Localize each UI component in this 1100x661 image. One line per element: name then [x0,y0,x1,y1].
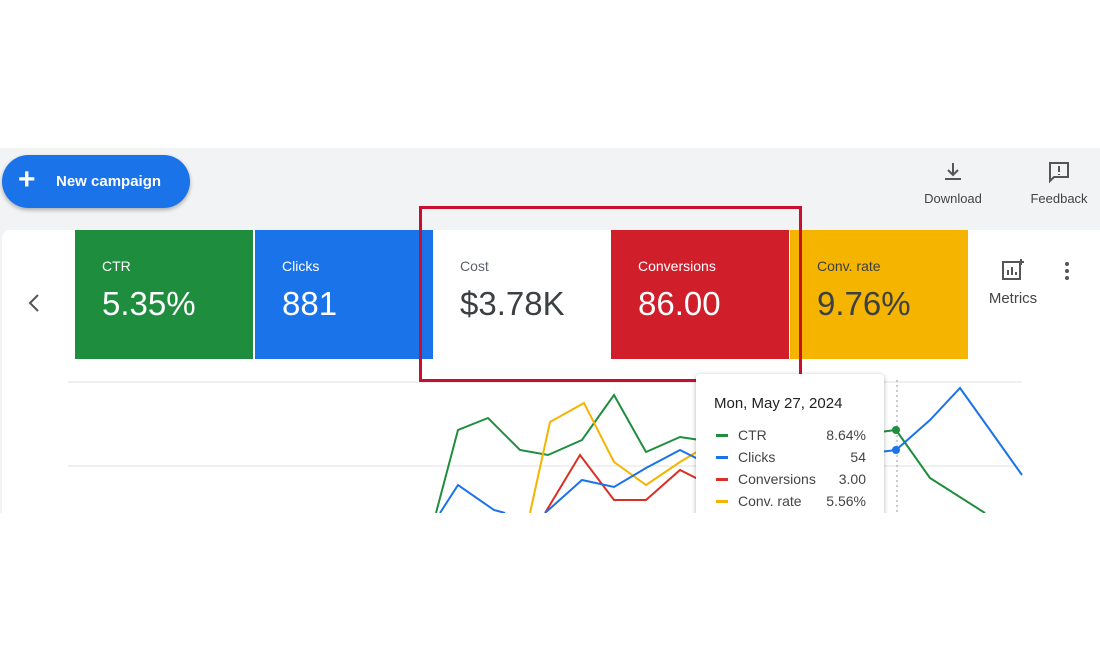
scorecard[interactable]: CTR 5.35% [75,230,253,359]
more-menu[interactable] [1060,260,1074,282]
page-bottom [0,513,1100,661]
feedback-icon [1049,162,1069,184]
prev-arrow[interactable] [28,294,39,312]
tooltip-value: 8.64% [826,427,866,443]
feedback-label: Feedback [1030,191,1088,206]
scorecard[interactable]: Cost $3.78K [433,230,611,359]
scorecard[interactable]: Clicks 881 [255,230,433,359]
clicks-line [439,483,506,513]
scorecard-label: CTR [102,258,131,274]
clicks-line [879,386,1023,476]
hover-dot [892,446,900,454]
tooltip: Mon, May 27, 2024 CTR 8.64% Clicks 54 Conv… [696,374,884,524]
scorecard-value: 5.35% [102,285,196,322]
tooltip-name: Clicks [738,449,776,465]
feedback-button[interactable]: Feedback [1022,160,1096,206]
download-button[interactable]: Download [915,160,991,206]
tooltip-value: 54 [850,449,866,465]
hover-dot [892,426,900,434]
scorecard-label: Conversions [638,258,716,274]
new-campaign-label: New campaign [56,173,162,190]
ctr-line [435,393,701,513]
metrics-button[interactable]: Metrics [985,258,1041,307]
conv-rate-line [529,401,701,513]
tooltip-name: CTR [738,427,767,443]
metrics-icon [1002,259,1024,280]
download-icon [945,163,961,180]
scorecard-label: Cost [460,258,489,274]
tooltip-value: 5.56% [826,493,866,509]
scorecard[interactable]: Conversions 86.00 [611,230,789,359]
metrics-label: Metrics [988,290,1038,307]
scorecard-label: Clicks [282,258,320,274]
scorecard[interactable]: Conv. rate 9.76% [790,230,968,359]
scorecard-value: 881 [282,285,338,322]
conversions-line [544,453,701,513]
scorecard-label: Conv. rate [817,258,881,274]
scorecard-value: $3.78K [460,285,565,322]
clicks-line [544,448,701,513]
tooltip-name: Conversions [738,471,816,487]
highlight-box [419,206,802,382]
tooltip-name: Conv. rate [738,493,802,509]
scorecard-value: 9.76% [817,285,911,322]
new-campaign-button[interactable]: + New campaign [2,155,190,208]
scorecard-value: 86.00 [638,285,721,322]
tooltip-date: Mon, May 27, 2024 [714,395,843,412]
tooltip-value: 3.00 [838,471,866,487]
ctr-line [879,428,986,513]
download-label: Download [924,191,982,206]
